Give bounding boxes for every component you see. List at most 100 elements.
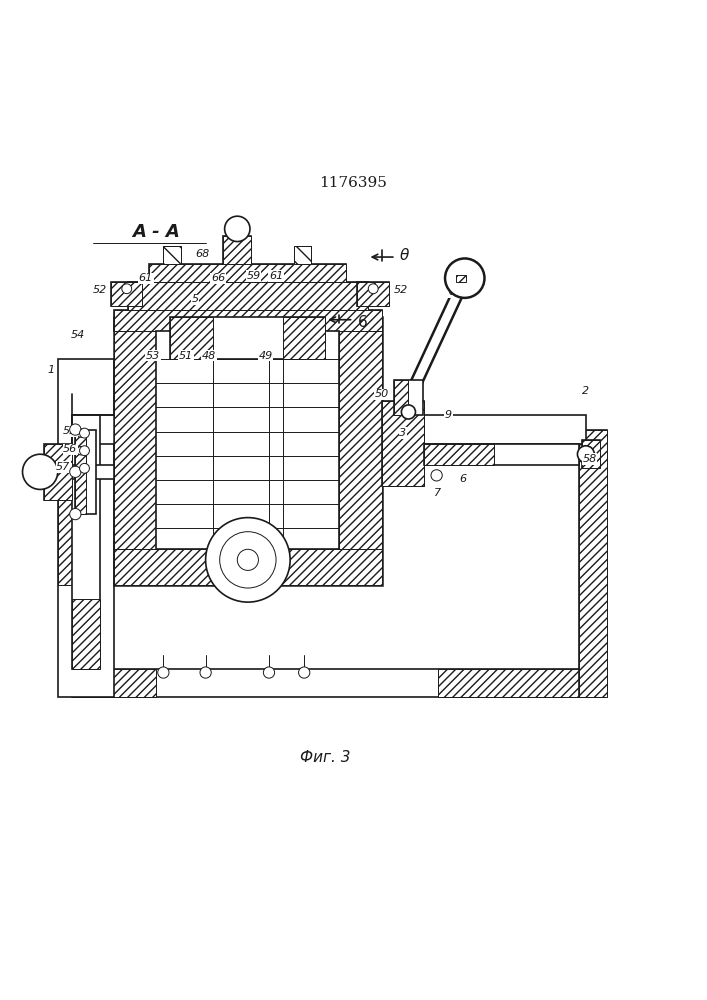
- Circle shape: [578, 446, 595, 463]
- Circle shape: [200, 667, 211, 678]
- Bar: [357, 282, 389, 306]
- Bar: [110, 282, 142, 306]
- Text: 66: 66: [211, 273, 226, 283]
- Bar: [579, 430, 607, 697]
- Bar: [293, 246, 311, 264]
- Bar: [114, 310, 382, 331]
- Bar: [72, 669, 156, 697]
- Circle shape: [298, 667, 310, 678]
- Text: 68: 68: [195, 249, 209, 259]
- Bar: [424, 444, 494, 465]
- Bar: [44, 444, 72, 500]
- Circle shape: [431, 470, 443, 481]
- Bar: [149, 264, 346, 282]
- Bar: [114, 317, 382, 585]
- Text: 52: 52: [93, 285, 107, 295]
- Text: 57: 57: [57, 462, 71, 472]
- Bar: [579, 430, 607, 697]
- Circle shape: [80, 446, 89, 456]
- Text: 54: 54: [70, 330, 85, 340]
- Bar: [438, 669, 600, 697]
- Text: A - A: A - A: [132, 223, 180, 241]
- Bar: [128, 282, 368, 310]
- Bar: [72, 669, 600, 697]
- Circle shape: [122, 284, 132, 294]
- Bar: [149, 264, 346, 282]
- Circle shape: [23, 454, 58, 489]
- Bar: [223, 236, 252, 264]
- Circle shape: [225, 216, 250, 242]
- Text: $\theta$: $\theta$: [399, 247, 410, 263]
- Bar: [395, 380, 409, 415]
- Bar: [76, 430, 96, 514]
- Circle shape: [70, 424, 81, 435]
- Text: 53: 53: [146, 351, 160, 361]
- Text: 49: 49: [258, 351, 273, 361]
- Bar: [583, 440, 600, 468]
- Text: 50: 50: [375, 389, 389, 399]
- Bar: [76, 430, 86, 514]
- Bar: [114, 549, 382, 585]
- Text: 1: 1: [47, 365, 54, 375]
- Circle shape: [402, 405, 416, 419]
- Bar: [293, 246, 311, 264]
- Bar: [231, 229, 244, 236]
- Text: 61: 61: [269, 271, 284, 281]
- Bar: [583, 440, 600, 468]
- Bar: [72, 415, 586, 444]
- Bar: [114, 331, 156, 549]
- Bar: [339, 331, 382, 549]
- Text: 61: 61: [139, 273, 153, 283]
- Bar: [382, 401, 424, 486]
- Circle shape: [220, 532, 276, 588]
- Text: 55: 55: [64, 426, 78, 436]
- Bar: [72, 599, 100, 669]
- Bar: [26, 465, 39, 479]
- Circle shape: [445, 258, 484, 298]
- Circle shape: [368, 284, 378, 294]
- Bar: [72, 415, 100, 669]
- Text: 52: 52: [395, 285, 409, 295]
- Bar: [395, 380, 423, 415]
- Text: 3: 3: [399, 428, 407, 438]
- Bar: [170, 317, 325, 359]
- Bar: [58, 359, 114, 697]
- Text: 7: 7: [434, 488, 442, 498]
- Bar: [44, 465, 114, 479]
- Bar: [455, 275, 466, 282]
- Bar: [163, 246, 181, 264]
- Bar: [110, 282, 142, 306]
- Circle shape: [70, 466, 81, 477]
- Text: 1176395: 1176395: [320, 176, 387, 190]
- Bar: [156, 331, 339, 549]
- Circle shape: [206, 518, 290, 602]
- Text: 48: 48: [202, 351, 216, 361]
- Circle shape: [70, 508, 81, 520]
- Text: 2: 2: [583, 386, 590, 396]
- Text: 5: 5: [192, 294, 199, 304]
- Circle shape: [77, 429, 85, 437]
- Bar: [357, 282, 389, 306]
- Text: 56: 56: [64, 444, 78, 454]
- Circle shape: [264, 667, 274, 678]
- Text: 59: 59: [246, 271, 261, 281]
- Bar: [283, 317, 325, 359]
- Bar: [170, 317, 213, 359]
- Text: 8: 8: [448, 287, 455, 297]
- Circle shape: [238, 549, 259, 570]
- Circle shape: [80, 428, 89, 438]
- Circle shape: [80, 463, 89, 473]
- Bar: [424, 444, 579, 465]
- Text: 9: 9: [445, 410, 452, 420]
- Bar: [114, 310, 382, 331]
- Bar: [163, 246, 181, 264]
- Text: Фиг. 3: Фиг. 3: [300, 750, 351, 765]
- Text: 6: 6: [459, 474, 466, 484]
- Bar: [128, 282, 368, 310]
- Circle shape: [77, 446, 85, 455]
- Bar: [44, 465, 72, 479]
- Text: $\mathit{6}$: $\mathit{6}$: [357, 314, 368, 330]
- Bar: [58, 444, 86, 585]
- Text: 58: 58: [583, 454, 597, 464]
- Text: 51: 51: [179, 351, 193, 361]
